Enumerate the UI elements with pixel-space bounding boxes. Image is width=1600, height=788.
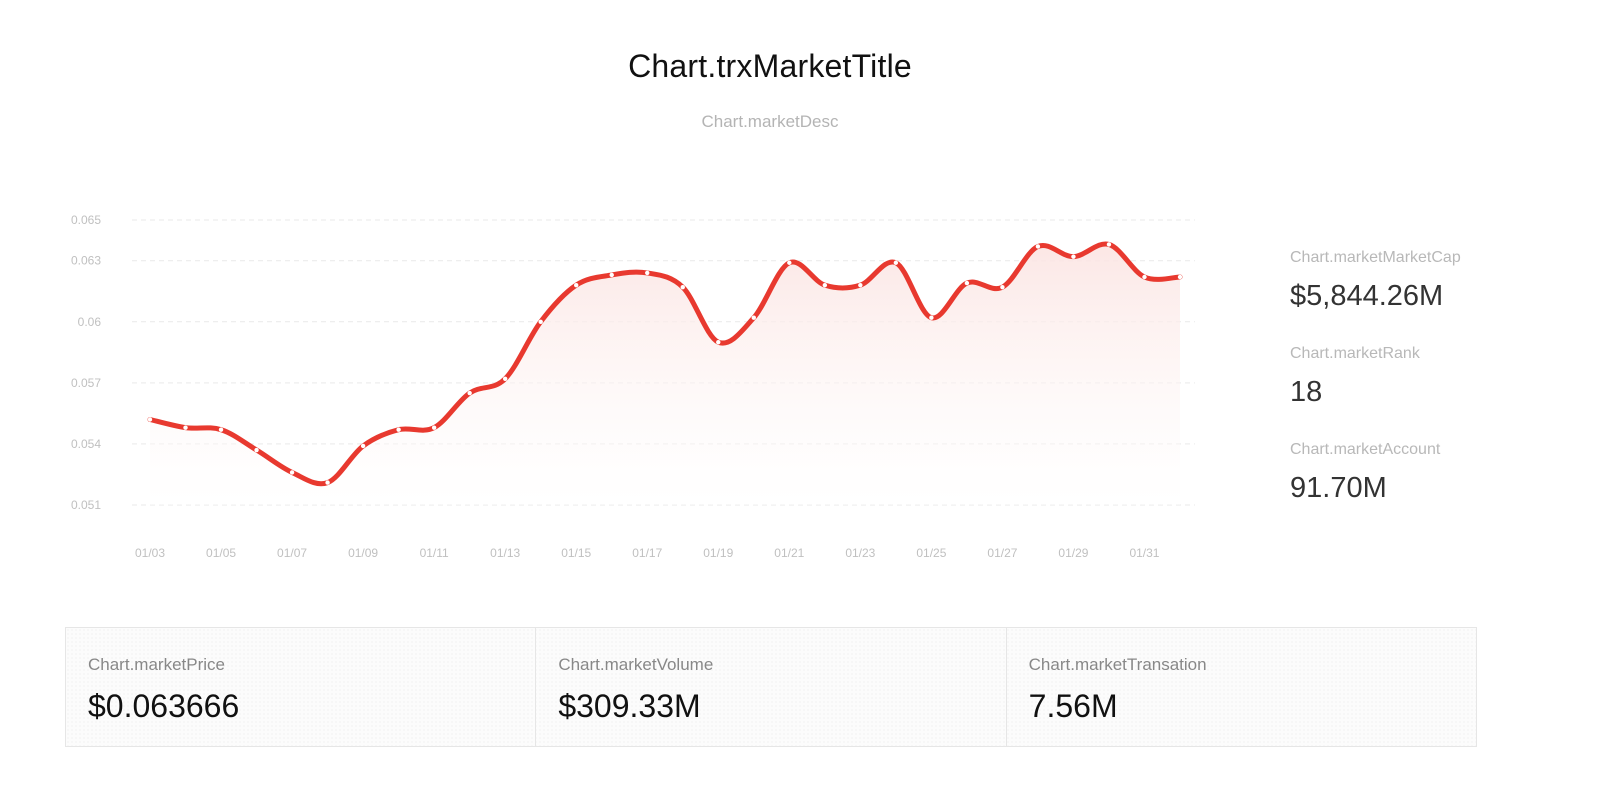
price-area xyxy=(150,243,1180,505)
x-tick-label: 01/31 xyxy=(1129,546,1159,560)
data-point xyxy=(609,272,614,278)
market-transaction-label: Chart.marketTransation xyxy=(1028,655,1207,674)
x-tick-label: 01/05 xyxy=(206,546,236,560)
market-account-value: 91.70M xyxy=(1290,472,1387,504)
price-chart[interactable]: 0.065 0.063 0.06 0.057 0.054 0.051 01/03 01/05… xyxy=(0,190,1230,580)
y-tick-label: 0.063 xyxy=(71,254,101,268)
data-point xyxy=(183,425,188,430)
data-point xyxy=(360,443,366,449)
data-point xyxy=(893,260,899,265)
market-rank-value: 18 xyxy=(1290,376,1323,408)
data-point xyxy=(751,315,756,320)
market-cap-value: $5,844.26M xyxy=(1290,280,1444,312)
market-transaction-cell: Chart.marketTransation 7.56M xyxy=(1007,628,1476,746)
data-point xyxy=(254,447,259,453)
x-tick-label: 01/11 xyxy=(420,546,449,560)
market-cap-stat: Chart.marketMarketCap $5,844.26M xyxy=(1290,247,1590,317)
market-volume-label: Chart.marketVolume xyxy=(558,655,714,674)
data-point xyxy=(964,280,970,286)
data-point xyxy=(147,417,153,422)
data-point xyxy=(858,282,863,288)
data-point xyxy=(538,319,543,324)
market-price-label: Chart.marketPrice xyxy=(88,655,225,674)
data-point xyxy=(1071,254,1076,259)
data-point xyxy=(467,390,472,396)
y-tick-label: 0.051 xyxy=(71,498,101,512)
market-rank-stat: Chart.marketRank 18 xyxy=(1290,343,1590,413)
market-price-cell: Chart.marketPrice $0.063666 xyxy=(66,628,537,746)
x-axis-ticks: 01/03 01/05 01/07 01/09 01/11 01/13 01/15 01/17… xyxy=(135,546,1160,560)
market-account-stat: Chart.marketAccount 91.70M xyxy=(1290,439,1590,509)
data-point xyxy=(787,260,792,265)
data-point xyxy=(1106,242,1112,247)
x-tick-label: 01/09 xyxy=(348,546,378,560)
y-tick-label: 0.06 xyxy=(78,315,102,329)
x-tick-label: 01/17 xyxy=(632,546,662,560)
x-tick-label: 01/07 xyxy=(277,546,307,560)
y-tick-label: 0.065 xyxy=(71,213,101,227)
y-tick-label: 0.057 xyxy=(71,376,101,390)
data-point xyxy=(1142,274,1147,280)
x-tick-label: 01/27 xyxy=(987,546,1017,560)
market-volume-cell: Chart.marketVolume $309.33M xyxy=(536,628,1007,746)
data-point xyxy=(431,425,437,430)
y-axis-ticks: 0.065 0.063 0.06 0.057 0.054 0.051 xyxy=(71,213,101,512)
data-point xyxy=(1177,274,1183,280)
data-point xyxy=(502,376,508,381)
x-tick-label: 01/23 xyxy=(845,546,875,560)
data-point xyxy=(218,427,224,432)
data-point xyxy=(716,339,721,345)
market-volume-value: $309.33M xyxy=(558,688,701,724)
data-point xyxy=(325,480,330,485)
data-point xyxy=(645,270,650,276)
side-stats: Chart.marketMarketCap $5,844.26M Chart.m… xyxy=(1290,247,1590,535)
x-tick-label: 01/19 xyxy=(703,546,733,560)
data-points xyxy=(147,242,1183,485)
x-tick-label: 01/13 xyxy=(490,546,520,560)
market-transaction-value: 7.56M xyxy=(1028,688,1118,724)
market-rank-label: Chart.marketRank xyxy=(1290,345,1420,362)
x-tick-label: 01/03 xyxy=(135,546,165,560)
market-account-label: Chart.marketAccount xyxy=(1290,441,1441,458)
x-tick-label: 01/25 xyxy=(916,546,946,560)
market-price-value: $0.063666 xyxy=(88,688,240,724)
data-point xyxy=(929,315,934,320)
data-point xyxy=(822,282,828,288)
data-point xyxy=(1000,284,1005,290)
data-point xyxy=(680,284,685,290)
x-tick-label: 01/15 xyxy=(561,546,591,560)
y-tick-label: 0.054 xyxy=(71,437,101,451)
market-cap-label: Chart.marketMarketCap xyxy=(1290,249,1461,266)
data-point xyxy=(289,470,295,475)
chart-subtitle: Chart.marketDesc xyxy=(701,112,839,131)
market-stats-panel: Chart.marketPrice $0.063666 Chart.market… xyxy=(65,627,1477,747)
x-tick-label: 01/29 xyxy=(1058,546,1088,560)
data-point xyxy=(396,427,401,432)
chart-title: Chart.trxMarketTitle xyxy=(628,48,912,84)
data-point xyxy=(1035,244,1041,249)
x-tick-label: 01/21 xyxy=(774,546,804,560)
data-point xyxy=(574,282,579,288)
